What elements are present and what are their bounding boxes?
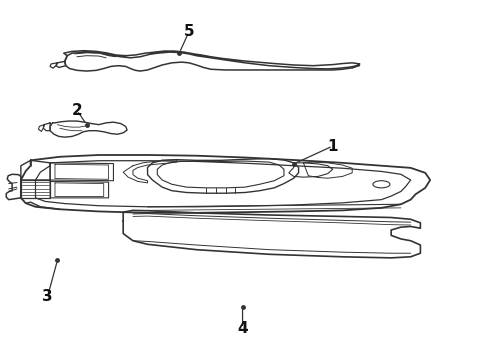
Text: 5: 5 — [184, 24, 194, 39]
Text: 2: 2 — [72, 103, 82, 118]
Text: 3: 3 — [42, 289, 53, 303]
Text: 1: 1 — [327, 139, 338, 154]
Text: 4: 4 — [237, 321, 248, 336]
